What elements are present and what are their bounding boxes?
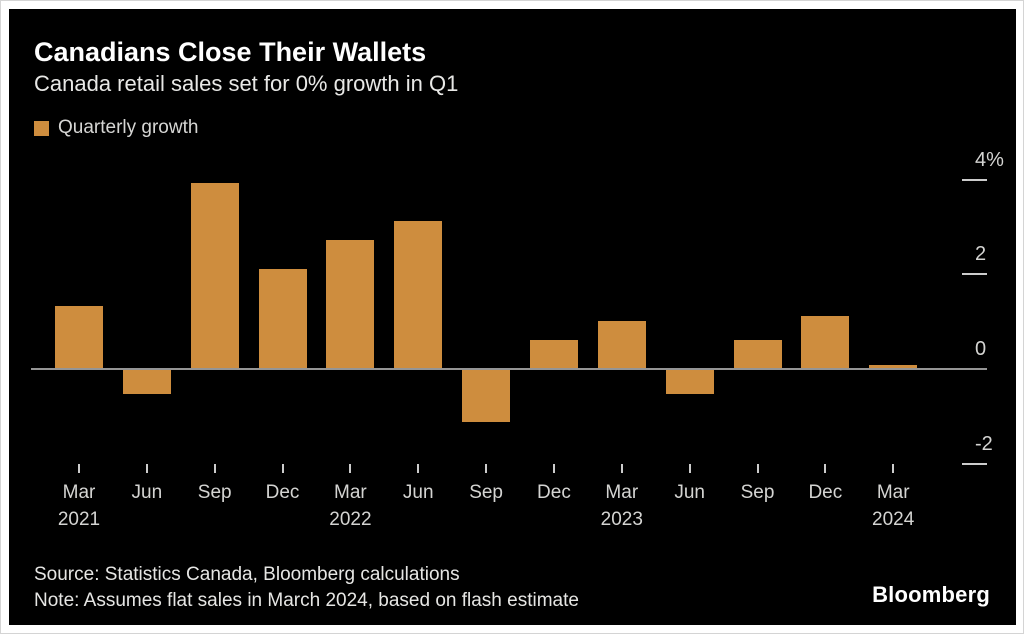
x-year-label-2022: 2022 — [329, 509, 372, 530]
x-tick-jun-2023 — [688, 464, 691, 473]
y-tick-label-4: 4% — [975, 148, 1004, 171]
legend-label: Quarterly growth — [58, 117, 199, 138]
x-tick-mar-2022 — [349, 464, 352, 473]
x-tick-sep-2023 — [756, 464, 759, 473]
x-tick-dec-2021 — [281, 464, 284, 473]
x-tick-jun-2022 — [417, 464, 420, 473]
x-label-dec-2022: Dec — [537, 482, 571, 503]
bar-jun-2021 — [122, 370, 171, 394]
y-tick-dash--2 — [962, 462, 987, 465]
y-tick-label-0: 0 — [975, 338, 987, 360]
bar-mar-2023 — [597, 320, 646, 368]
bar-dec-2021 — [258, 268, 307, 368]
bar-jun-2022 — [394, 221, 443, 368]
bar-mar-2022 — [326, 240, 375, 368]
x-tick-sep-2021 — [213, 464, 216, 473]
x-year-label-2024: 2024 — [872, 509, 915, 530]
y-tick-label--2: -2 — [975, 432, 993, 455]
source-note-block: Source: Statistics Canada, Bloomberg cal… — [34, 562, 579, 614]
bar-sep-2023 — [733, 339, 782, 368]
x-label-sep-2022: Sep — [469, 482, 503, 503]
y-tick-dash-4 — [962, 178, 987, 181]
x-label-dec-2021: Dec — [265, 482, 300, 503]
bar-sep-2021 — [190, 183, 239, 368]
x-tick-dec-2023 — [824, 464, 827, 473]
bloomberg-logo: Bloomberg — [872, 582, 990, 607]
x-tick-jun-2021 — [145, 464, 148, 473]
y-tick-label-2: 2 — [975, 243, 987, 266]
legend-swatch-icon — [34, 120, 49, 136]
chart-title: Canadians Close Their Wallets — [34, 37, 427, 67]
x-label-mar-2022: Mar — [334, 482, 367, 503]
legend: Quarterly growth — [34, 117, 198, 139]
x-label-jun-2023: Jun — [674, 482, 705, 503]
y-tick-dash-2 — [962, 273, 987, 276]
bar-dec-2023 — [801, 315, 850, 368]
bar-sep-2022 — [462, 370, 511, 423]
x-year-label-2023: 2023 — [600, 509, 643, 530]
x-label-mar-2024: Mar — [876, 482, 910, 503]
x-label-sep-2023: Sep — [740, 482, 775, 503]
x-tick-mar-2021 — [78, 464, 80, 473]
note-line: Note: Assumes flat sales in March 2024, … — [34, 590, 579, 611]
source-line: Source: Statistics Canada, Bloomberg cal… — [34, 564, 460, 585]
x-label-sep-2021: Sep — [197, 482, 232, 503]
plot-area: 4% 2 0 -2 Mar Jun Sep Dec Mar Jun Sep Dec Mar Jun Sep D… — [9, 9, 1016, 625]
x-label-dec-2023: Dec — [808, 482, 843, 503]
x-year-label-2021: 2021 — [57, 509, 101, 530]
x-label-mar-2021: Mar — [62, 482, 96, 503]
x-label-jun-2022: Jun — [402, 482, 434, 503]
bar-dec-2022 — [529, 339, 578, 368]
chart-subtitle: Canada retail sales set for 0% growth in… — [34, 71, 459, 96]
x-tick-dec-2022 — [552, 464, 555, 473]
x-tick-mar-2024 — [892, 464, 895, 473]
bar-jun-2023 — [665, 370, 714, 394]
x-label-jun-2021: Jun — [131, 482, 163, 503]
x-label-mar-2023: Mar — [605, 482, 639, 503]
chart-card: Canadians Close Their Wallets Canada ret… — [9, 9, 1016, 625]
zero-axis-line — [31, 368, 987, 370]
bar-mar-2024 — [869, 365, 918, 368]
x-tick-mar-2023 — [620, 464, 623, 473]
bar-mar-2021 — [55, 306, 103, 368]
x-tick-sep-2022 — [485, 464, 488, 473]
